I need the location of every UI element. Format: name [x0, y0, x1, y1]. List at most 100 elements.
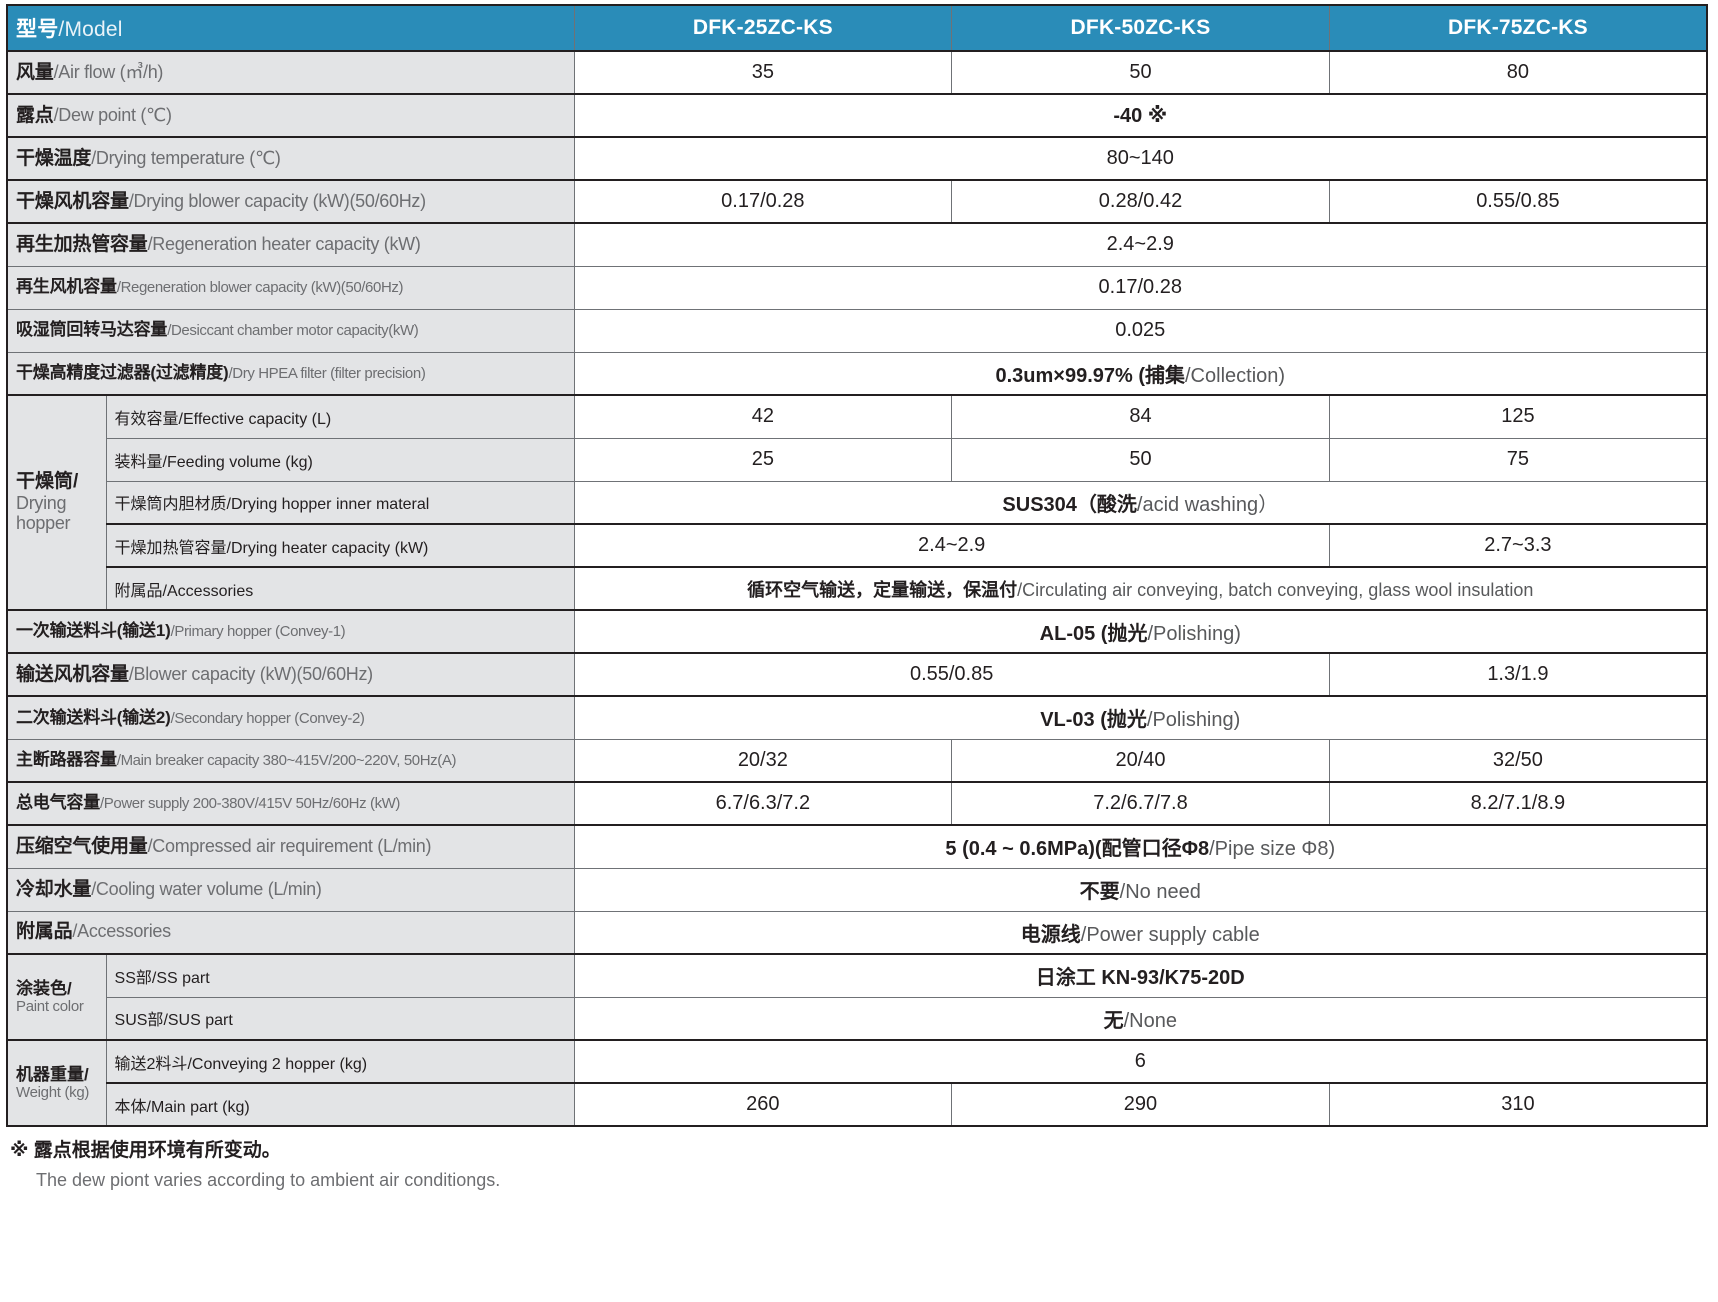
row-label-sus-part: SUS部/SUS part — [105, 996, 575, 1041]
value-pre: VL-03 ( — [1040, 709, 1107, 732]
group-label-en: Drying hopper — [16, 492, 71, 534]
cell-value: 20/40 — [951, 738, 1330, 783]
label-cn: 冷却水量 — [16, 878, 92, 900]
group-label-cn: 涂装色/ — [16, 978, 72, 998]
label-cn: 总电气容量 — [16, 793, 100, 813]
label-cn: 干燥筒内胆材质 — [114, 496, 227, 514]
table-row: 干燥风机容量/Drying blower capacity (kW)(50/60… — [5, 179, 1708, 224]
cell-value: 日涂工 KN-93/K75-20D — [573, 953, 1708, 998]
value-cn: 抛光 — [1107, 623, 1148, 645]
value-cn: 捕集 — [1145, 364, 1185, 387]
label-en: /Main part (kg) — [146, 1098, 250, 1116]
row-label-dry-hpea-filter: 干燥高精度过滤器(过滤精度)/Dry HPEA filter (filter p… — [5, 351, 575, 396]
table-row: 附属品/Accessories 循环空气输送，定量输送，保温付/Circulat… — [7, 566, 1708, 611]
label-cn: 再生风机容量 — [16, 277, 117, 297]
cell-value: 0.3um×99.97% (捕集/Collection) — [573, 351, 1708, 396]
label-en: /Accessories — [162, 582, 254, 600]
value-cn: 不要 — [1079, 881, 1120, 903]
label-cn: SUS部 — [114, 1012, 164, 1030]
label-en: /Blower capacity (kW)(50/60Hz) — [128, 663, 373, 684]
value-cn: 配管口径Φ8 — [1101, 838, 1210, 861]
value-cn: 无 — [1103, 1009, 1124, 1032]
row-label-ss-part: SS部/SS part — [105, 953, 575, 998]
table-row: SUS部/SUS part 无/None — [7, 996, 1708, 1041]
value-en: /Polishing) — [1146, 709, 1241, 732]
cell-value: 50 — [951, 50, 1330, 95]
footnote: ※ 露点根据使用环境有所变动。 The dew piont varies acc… — [6, 1137, 1710, 1193]
group-label-en: Weight (kg) — [16, 1084, 90, 1102]
value-cn: 日涂工 KN-93/K75-20D — [1035, 967, 1245, 990]
value-cn: 循环空气输送，定量输送，保温付 — [747, 579, 1018, 600]
label-en: /Regeneration blower capacity (kW)(50/60… — [116, 279, 404, 297]
value-en: /Power supply cable — [1080, 923, 1260, 946]
label-en: /Compressed air requirement (L/min) — [147, 835, 432, 856]
cell-value: VL-03 (抛光/Polishing) — [573, 695, 1708, 740]
label-en: /Feeding volume (kg) — [162, 453, 313, 471]
cell-value: 20/32 — [573, 738, 953, 783]
value-en: /None — [1123, 1009, 1177, 1032]
table-row: 干燥筒内胆材质/Drying hopper inner materal SUS3… — [7, 480, 1708, 525]
label-en: /SS part — [151, 969, 210, 987]
table-row: 本体/Main part (kg) 260 290 310 — [7, 1082, 1708, 1127]
label-en: /Conveying 2 hopper (kg) — [187, 1055, 368, 1073]
table-row: 再生风机容量/Regeneration blower capacity (kW)… — [5, 265, 1708, 310]
label-cn: 干燥风机容量 — [16, 190, 129, 212]
label-en: /Secondary hopper (Convey-2) — [170, 709, 365, 727]
label-cn: 本体 — [114, 1098, 147, 1116]
cell-value: 0.55/0.85 — [1328, 179, 1708, 224]
label-en: /Main breaker capacity 380~415V/200~220V… — [116, 752, 457, 770]
cell-value: SUS304（酸洗/acid washing） — [573, 480, 1708, 525]
row-label-hopper-inner-material: 干燥筒内胆材质/Drying hopper inner materal — [105, 480, 575, 525]
header-model-label: 型号/Model — [5, 4, 575, 52]
table-row: 一次输送料斗(输送1)/Primary hopper (Convey-1) AL… — [5, 609, 1708, 654]
value-en: /acid washing） — [1136, 493, 1279, 516]
cell-value: 25 — [573, 437, 953, 482]
label-cn: 输送风机容量 — [16, 663, 129, 685]
cell-value: 6 — [573, 1039, 1708, 1084]
group-label-en: Paint color — [16, 998, 84, 1016]
label-en: /Drying temperature (℃) — [91, 147, 281, 168]
cell-value: 8.2/7.1/8.9 — [1328, 781, 1708, 826]
table-row: 涂装色/ Paint color SS部/SS part 日涂工 KN-93/K… — [5, 953, 1708, 1041]
footnote-cn: ※ 露点根据使用环境有所变动。 — [10, 1140, 281, 1161]
value-pre: AL-05 ( — [1039, 623, 1108, 645]
cell-value: 电源线/Power supply cable — [573, 910, 1708, 955]
label-en: /Regeneration heater capacity (kW) — [147, 233, 421, 254]
row-label-effective-capacity: 有效容量/Effective capacity (L) — [105, 394, 575, 439]
row-label-accessories: 附属品/Accessories — [5, 910, 575, 955]
cell-value: 35 — [573, 50, 953, 95]
value-en: /Pipe size Φ8) — [1209, 838, 1336, 861]
table-row: 附属品/Accessories 电源线/Power supply cable — [5, 910, 1708, 955]
label-en: /Drying heater capacity (kW) — [226, 539, 429, 557]
group-label-cn: 机器重量/ — [16, 1064, 89, 1084]
cell-value: 5 (0.4 ~ 0.6MPa)(配管口径Φ8/Pipe size Φ8) — [573, 824, 1708, 869]
label-en: /Primary hopper (Convey-1) — [170, 623, 346, 641]
cell-value: 42 — [573, 394, 953, 439]
label-cn: 风量 — [16, 61, 54, 83]
footnote-en: The dew piont varies according to ambien… — [36, 1169, 501, 1190]
cell-value: 0.55/0.85 — [573, 652, 1330, 697]
cell-value: 84 — [951, 394, 1330, 439]
cell-value: AL-05 (抛光/Polishing) — [573, 609, 1708, 654]
table-row: 吸湿筒回转马达容量/Desiccant chamber motor capaci… — [5, 308, 1708, 353]
group-label-cn: 干燥筒/ — [16, 470, 79, 492]
cell-value: 80~140 — [573, 136, 1708, 181]
table-row: 冷却水量/Cooling water volume (L/min) 不要/No … — [5, 867, 1708, 912]
table-row: 风量/Air flow (㎥/h) 35 50 80 — [5, 50, 1708, 95]
value-cn: 酸洗 — [1096, 493, 1137, 516]
row-label-regeneration-blower-capacity: 再生风机容量/Regeneration blower capacity (kW)… — [5, 265, 575, 310]
row-label-power-supply: 总电气容量/Power supply 200-380V/415V 50Hz/60… — [5, 781, 575, 826]
cell-value: 2.4~2.9 — [573, 523, 1330, 568]
label-cn: SS部 — [114, 969, 152, 987]
label-en: /Desiccant chamber motor capacity(kW) — [167, 322, 419, 340]
table-row: 露点/Dew point (℃) -40 ※ — [5, 93, 1708, 138]
label-en: /Accessories — [72, 921, 171, 942]
cell-value: 2.4~2.9 — [573, 222, 1708, 267]
cell-value: -40 ※ — [573, 93, 1708, 138]
label-cn: 附属品 — [114, 582, 163, 600]
table-row: 机器重量/ Weight (kg) 输送2料斗/Conveying 2 hopp… — [5, 1039, 1708, 1127]
table-row: 干燥高精度过滤器(过滤精度)/Dry HPEA filter (filter p… — [5, 351, 1708, 396]
label-cn: 干燥温度 — [16, 147, 92, 169]
label-en: /Drying hopper inner materal — [226, 496, 430, 514]
cell-value: 0.17/0.28 — [573, 265, 1708, 310]
